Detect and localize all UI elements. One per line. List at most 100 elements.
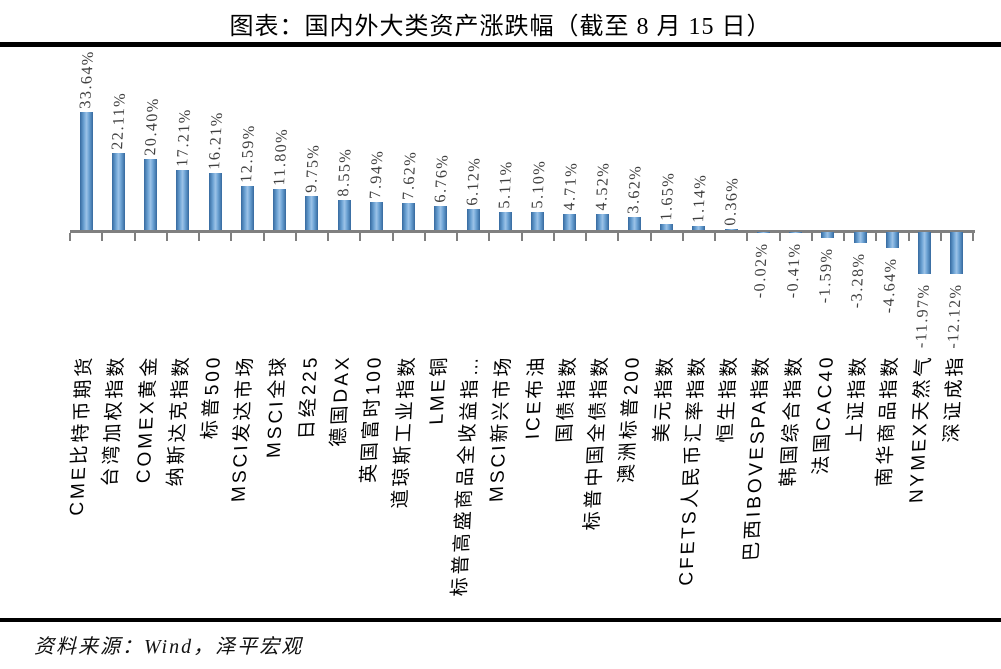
axis-tick: [198, 233, 200, 241]
category-label: 恒生指数: [715, 354, 742, 444]
axis-tick: [939, 233, 942, 241]
value-label: 17.21%: [173, 107, 194, 167]
axis-tick: [714, 233, 716, 241]
bar: [466, 208, 480, 230]
value-label: 16.21%: [206, 111, 227, 171]
chart-title: 图表：国内外大类资产涨跌幅（截至 8 月 15 日）: [229, 14, 772, 40]
category-label: ICE布油: [522, 354, 548, 440]
axis-tick: [327, 233, 329, 241]
axis-tick: [810, 233, 813, 241]
bar: [724, 228, 738, 230]
category-label: 深证成指: [941, 354, 967, 444]
bar: [434, 206, 448, 230]
axis-tick: [778, 233, 781, 241]
bar: [918, 232, 932, 274]
value-label: 4.71%: [560, 160, 581, 211]
axis-tick: [165, 233, 168, 241]
bar: [498, 212, 512, 230]
value-label: 33.64%: [77, 50, 98, 110]
value-label: -11.97%: [912, 283, 933, 349]
axis-tick: [585, 233, 587, 241]
axis-tick: [843, 233, 845, 241]
category-label: MSCI新兴市场: [486, 354, 516, 503]
value-label: 5.11%: [496, 160, 516, 210]
category-label: 台湾加权指数: [100, 354, 129, 487]
bar: [337, 200, 351, 230]
axis-tick: [294, 233, 297, 241]
value-label: 0.36%: [722, 176, 742, 226]
value-label: 3.62%: [625, 164, 645, 215]
bar: [240, 185, 254, 230]
axis-tick: [649, 233, 652, 241]
category-label: 标普500: [199, 354, 226, 440]
bar: [821, 232, 835, 238]
x-axis-line: [70, 230, 975, 233]
bar: [789, 232, 803, 234]
axis-tick: [69, 233, 71, 241]
value-label: -12.12%: [944, 283, 965, 350]
axis-tick: [617, 233, 620, 241]
axis-tick: [520, 233, 523, 241]
axis-tick: [262, 233, 265, 241]
category-label: COMEX黄金: [132, 354, 161, 484]
bar: [79, 112, 93, 230]
bar: [273, 188, 287, 230]
bar: [144, 158, 158, 230]
value-label: 4.52%: [593, 161, 613, 212]
bottom-divider: [0, 618, 1001, 622]
bar: [402, 203, 416, 230]
axis-tick: [681, 233, 684, 241]
axis-tick: [423, 233, 426, 241]
value-label: 1.14%: [689, 173, 710, 224]
value-label: 22.11%: [109, 91, 130, 150]
category-label: 法国CAC40: [810, 354, 838, 476]
bar: [756, 232, 770, 233]
axis-tick: [875, 233, 878, 241]
axis-tick: [907, 233, 910, 241]
value-label: 12.59%: [238, 123, 259, 183]
value-label: -0.02%: [751, 242, 772, 299]
category-label: LME铜: [426, 354, 451, 426]
bar: [111, 152, 125, 230]
bar: [853, 232, 867, 244]
axis-tick: [101, 233, 104, 241]
bar: [885, 232, 899, 249]
bar: [660, 224, 674, 230]
category-label: MSCI发达市场: [228, 354, 258, 503]
bar: [563, 213, 577, 230]
bar: [208, 173, 222, 230]
category-label: 道琼斯工业指数: [389, 354, 419, 509]
category-label: NYMEX天然气: [905, 354, 935, 504]
category-label: 标普高盛商品全收益指…: [449, 354, 484, 597]
value-label: 5.10%: [528, 159, 549, 210]
bar: [176, 169, 190, 230]
category-label: 澳洲标普200: [616, 354, 645, 484]
value-label: -1.59%: [815, 246, 836, 304]
value-label: 6.76%: [431, 153, 452, 204]
value-label: 20.40%: [141, 96, 162, 156]
category-label: 纳斯达克指数: [164, 354, 193, 487]
value-label: -4.64%: [880, 257, 901, 314]
category-label: 南华商品指数: [874, 354, 903, 487]
source-note: 资料来源：Wind，泽平宏观: [34, 636, 304, 658]
bar: [627, 217, 641, 230]
bar: [305, 195, 319, 230]
category-label: 韩国综合指数: [777, 354, 806, 487]
category-label: CFETS人民币汇率指数: [675, 354, 709, 587]
category-label: 国债指数: [554, 354, 580, 444]
value-label: 11.80%: [270, 127, 291, 186]
category-label: 日经225: [296, 354, 322, 440]
top-divider: [0, 42, 1001, 47]
value-label: -3.28%: [848, 252, 869, 310]
category-label: 美元指数: [651, 354, 677, 444]
category-label: 标普中国全债指数: [581, 354, 613, 531]
value-label: 9.75%: [302, 143, 323, 193]
bar: [692, 226, 706, 230]
axis-tick: [133, 233, 136, 241]
axis-tick: [456, 233, 458, 241]
category-label: 英国富时100: [358, 354, 387, 484]
value-label: 1.65%: [657, 171, 678, 222]
axis-tick: [972, 233, 974, 241]
